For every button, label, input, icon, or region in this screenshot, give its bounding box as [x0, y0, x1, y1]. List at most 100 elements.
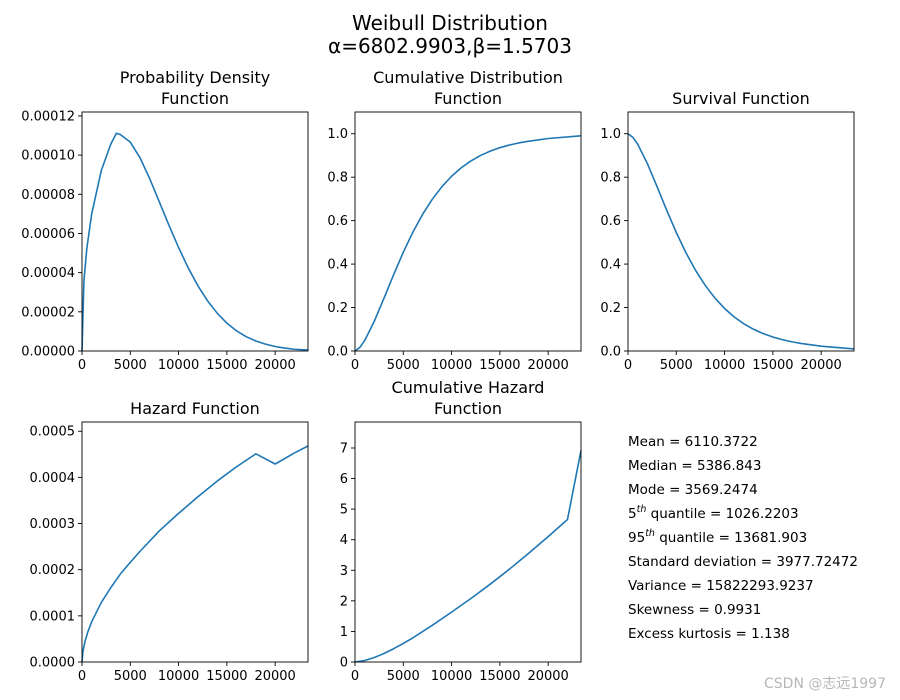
y-tick-label-hazard-3: 0.0003 — [30, 517, 76, 532]
x-tick-label-pdf-1: 5000 — [114, 358, 147, 373]
series-line-hazard — [81, 445, 309, 663]
x-tick-label-hazard-0: 0 — [78, 669, 86, 684]
stat-prefix-3: 5 — [628, 506, 637, 522]
axes-frame-hazard — [81, 421, 309, 663]
stat-prefix-4: 95 — [628, 530, 645, 546]
y-tick-label-pdf-2: 0.00004 — [21, 266, 75, 281]
stat-text-1: Median = 5386.843 — [628, 458, 761, 474]
panel-title-pdf-1: Function — [161, 89, 229, 108]
stat-line-8: Excess kurtosis = 1.138 — [628, 626, 790, 642]
figure-title: Weibull Distribution — [352, 11, 548, 35]
stat-text-8: Excess kurtosis = 1.138 — [628, 626, 790, 642]
x-tick-label-sf-4: 20000 — [800, 358, 841, 373]
stat-text-4: quantile = 13681.903 — [655, 530, 807, 546]
x-tick-label-cumhazard-0: 0 — [351, 669, 359, 684]
y-tick-label-sf-2: 0.4 — [600, 258, 621, 273]
y-tick-label-sf-1: 0.2 — [600, 301, 621, 316]
stat-text-6: Variance = 15822293.9237 — [628, 578, 814, 594]
y-tick-label-pdf-0: 0.00000 — [21, 345, 75, 360]
stat-text-5: Standard deviation = 3977.72472 — [628, 554, 858, 570]
y-tick-label-cumhazard-4: 4 — [340, 533, 348, 548]
y-tick-label-sf-4: 0.8 — [600, 171, 621, 186]
x-tick-label-cdf-0: 0 — [351, 358, 359, 373]
y-tick-label-cdf-5: 1.0 — [327, 127, 348, 142]
x-tick-label-hazard-2: 10000 — [158, 669, 199, 684]
x-tick-label-hazard-4: 20000 — [254, 669, 295, 684]
figure-subtitle-params: α=6802.9903,β=1.5703 — [328, 34, 572, 58]
panel-title-cumhazard-0: Cumulative Hazard — [392, 378, 545, 397]
y-tick-label-pdf-1: 0.00002 — [21, 305, 75, 320]
x-tick-label-pdf-2: 10000 — [158, 358, 199, 373]
axes-frame-pdf — [81, 111, 309, 352]
stat-line-3: 5th quantile = 1026.2203 — [628, 504, 799, 522]
y-tick-label-cumhazard-5: 5 — [340, 503, 348, 518]
y-tick-label-cumhazard-2: 2 — [340, 594, 348, 609]
y-tick-label-cumhazard-0: 0 — [340, 656, 348, 671]
stat-line-6: Variance = 15822293.9237 — [628, 578, 814, 594]
stat-line-7: Skewness = 0.9931 — [628, 602, 761, 618]
x-tick-label-pdf-0: 0 — [78, 358, 86, 373]
stat-line-2: Mode = 3569.2474 — [628, 482, 758, 498]
panel-title-hazard-0: Hazard Function — [130, 399, 260, 418]
y-tick-label-cdf-2: 0.4 — [327, 258, 348, 273]
series-line-sf — [627, 133, 855, 350]
x-tick-label-cdf-2: 10000 — [431, 358, 472, 373]
stat-line-0: Mean = 6110.3722 — [628, 434, 758, 450]
stat-text-2: Mode = 3569.2474 — [628, 482, 758, 498]
panel-title-cumhazard-1: Function — [434, 399, 502, 418]
y-tick-label-cumhazard-3: 3 — [340, 564, 348, 579]
y-tick-label-pdf-4: 0.00008 — [21, 188, 75, 203]
y-tick-label-pdf-6: 0.00012 — [21, 109, 75, 124]
stat-text-7: Skewness = 0.9931 — [628, 602, 761, 618]
watermark: CSDN @志远1997 — [764, 676, 886, 692]
series-line-pdf — [81, 132, 309, 352]
x-tick-label-cdf-4: 20000 — [527, 358, 568, 373]
panel-cdf: Cumulative Distribution Function 0 5000 1000… — [327, 68, 582, 373]
x-tick-label-hazard-1: 5000 — [114, 669, 147, 684]
y-tick-label-cdf-1: 0.2 — [327, 301, 348, 316]
axes-frame-sf — [627, 111, 855, 352]
panel-cumhazard: Cumulative Hazard Function 0 5000 10000 15000… — [340, 378, 582, 684]
y-tick-label-sf-5: 1.0 — [600, 127, 621, 142]
stat-line-4: 95th quantile = 13681.903 — [628, 528, 807, 546]
series-line-cumhazard — [354, 450, 582, 663]
statistics-summary: Mean = 6110.3722 Median = 5386.843 Mode = … — [628, 434, 858, 642]
x-tick-label-cumhazard-3: 15000 — [479, 669, 520, 684]
y-tick-label-sf-3: 0.6 — [600, 214, 621, 229]
y-tick-label-pdf-5: 0.00010 — [21, 149, 75, 164]
x-tick-label-pdf-4: 20000 — [254, 358, 295, 373]
y-tick-label-hazard-4: 0.0004 — [30, 471, 76, 486]
y-tick-label-pdf-3: 0.00006 — [21, 227, 75, 242]
y-tick-label-hazard-1: 0.0001 — [30, 609, 76, 624]
axes-frame-cdf — [354, 111, 582, 352]
stat-line-5: Standard deviation = 3977.72472 — [628, 554, 858, 570]
stat-line-1: Median = 5386.843 — [628, 458, 761, 474]
panel-title-sf-0: Survival Function — [672, 89, 810, 108]
x-tick-label-hazard-3: 15000 — [206, 669, 247, 684]
panel-title-cdf-1: Function — [434, 89, 502, 108]
y-tick-label-cumhazard-6: 6 — [340, 472, 348, 487]
x-tick-label-cumhazard-2: 10000 — [431, 669, 472, 684]
stat-text-0: Mean = 6110.3722 — [628, 434, 758, 450]
x-tick-label-pdf-3: 15000 — [206, 358, 247, 373]
stat-superscript-4: th — [645, 528, 655, 539]
y-tick-label-cdf-4: 0.8 — [327, 171, 348, 186]
y-tick-label-cdf-3: 0.6 — [327, 214, 348, 229]
x-tick-label-sf-1: 5000 — [660, 358, 693, 373]
stat-text-3: quantile = 1026.2203 — [646, 506, 798, 522]
stat-superscript-3: th — [637, 504, 647, 515]
series-line-cdf — [354, 134, 582, 352]
x-tick-label-sf-2: 10000 — [704, 358, 745, 373]
panel-pdf: Probability Density Function 0 5000 10000 150… — [21, 68, 309, 373]
y-tick-label-sf-0: 0.0 — [600, 345, 621, 360]
x-tick-label-cumhazard-1: 5000 — [387, 669, 420, 684]
panel-hazard: Hazard Function 0 5000 10000 15000 20000 0.000… — [30, 399, 309, 684]
y-tick-label-hazard-2: 0.0002 — [30, 563, 76, 578]
panel-title-pdf-0: Probability Density — [120, 68, 271, 87]
axes-frame-cumhazard — [354, 421, 582, 663]
x-tick-label-cdf-3: 15000 — [479, 358, 520, 373]
x-tick-label-sf-3: 15000 — [752, 358, 793, 373]
x-tick-label-cdf-1: 5000 — [387, 358, 420, 373]
y-tick-label-cumhazard-7: 7 — [340, 441, 348, 456]
